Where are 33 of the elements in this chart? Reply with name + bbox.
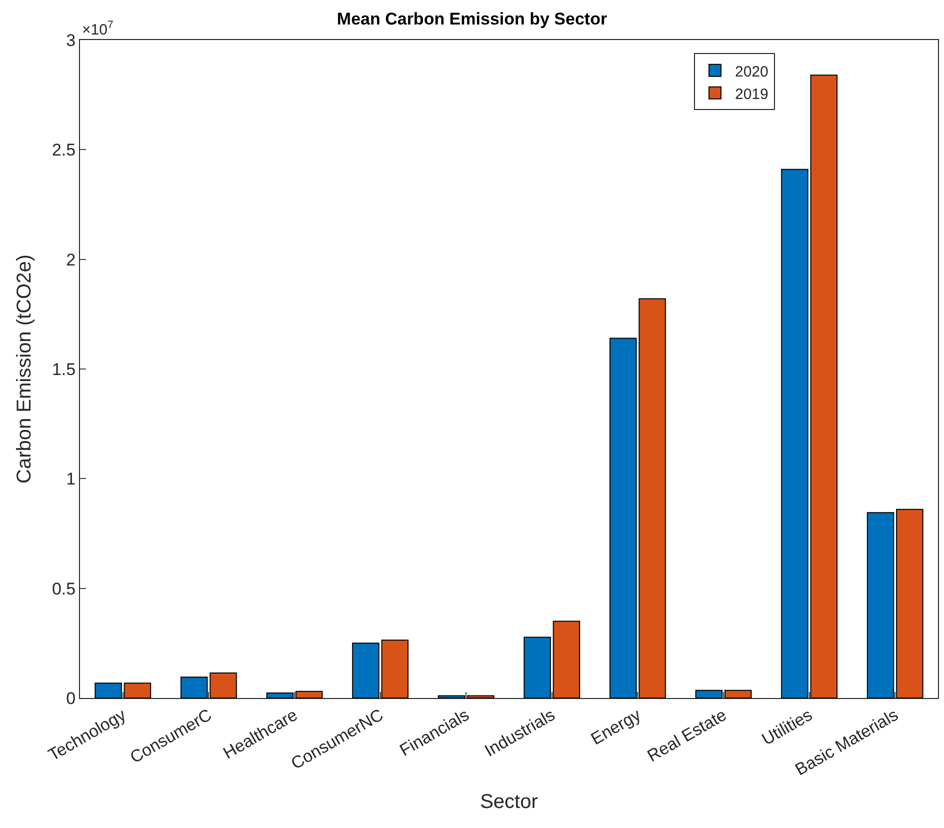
bar bbox=[295, 690, 323, 698]
y-tick-label: 2 bbox=[66, 250, 76, 270]
bar bbox=[381, 640, 409, 698]
bar bbox=[552, 620, 580, 698]
bar bbox=[467, 695, 494, 698]
bar bbox=[896, 508, 924, 698]
text: ×10$^{7}$ bbox=[82, 19, 114, 38]
bar bbox=[438, 695, 466, 698]
legend-label: 2020 bbox=[734, 63, 768, 80]
chart-title: Mean Carbon Emission by Sector bbox=[336, 9, 608, 28]
x-axis-title: Sector bbox=[480, 790, 538, 813]
y-tick-label: 2.5 bbox=[52, 140, 76, 160]
bar bbox=[866, 512, 894, 698]
legend-label: 2019 bbox=[734, 86, 768, 103]
bar bbox=[180, 676, 208, 698]
y-tick-label: 0 bbox=[66, 688, 76, 708]
bar bbox=[352, 642, 380, 698]
bar bbox=[609, 338, 637, 698]
y-tick-label: 3 bbox=[66, 30, 76, 50]
y-axis-title: Carbon Emission (tCO2e) bbox=[13, 254, 36, 484]
bar bbox=[124, 682, 152, 698]
bar bbox=[524, 636, 551, 698]
bar bbox=[695, 690, 723, 698]
bar bbox=[266, 692, 294, 698]
bar bbox=[781, 168, 808, 698]
bar bbox=[210, 672, 237, 698]
bar bbox=[724, 690, 752, 698]
bar bbox=[638, 298, 666, 698]
y-tick-label: 1 bbox=[66, 470, 76, 489]
y-tick-label: 0.5 bbox=[52, 579, 76, 598]
bar bbox=[94, 682, 122, 698]
bar bbox=[810, 74, 838, 698]
y-tick-label: 1.5 bbox=[52, 360, 76, 379]
